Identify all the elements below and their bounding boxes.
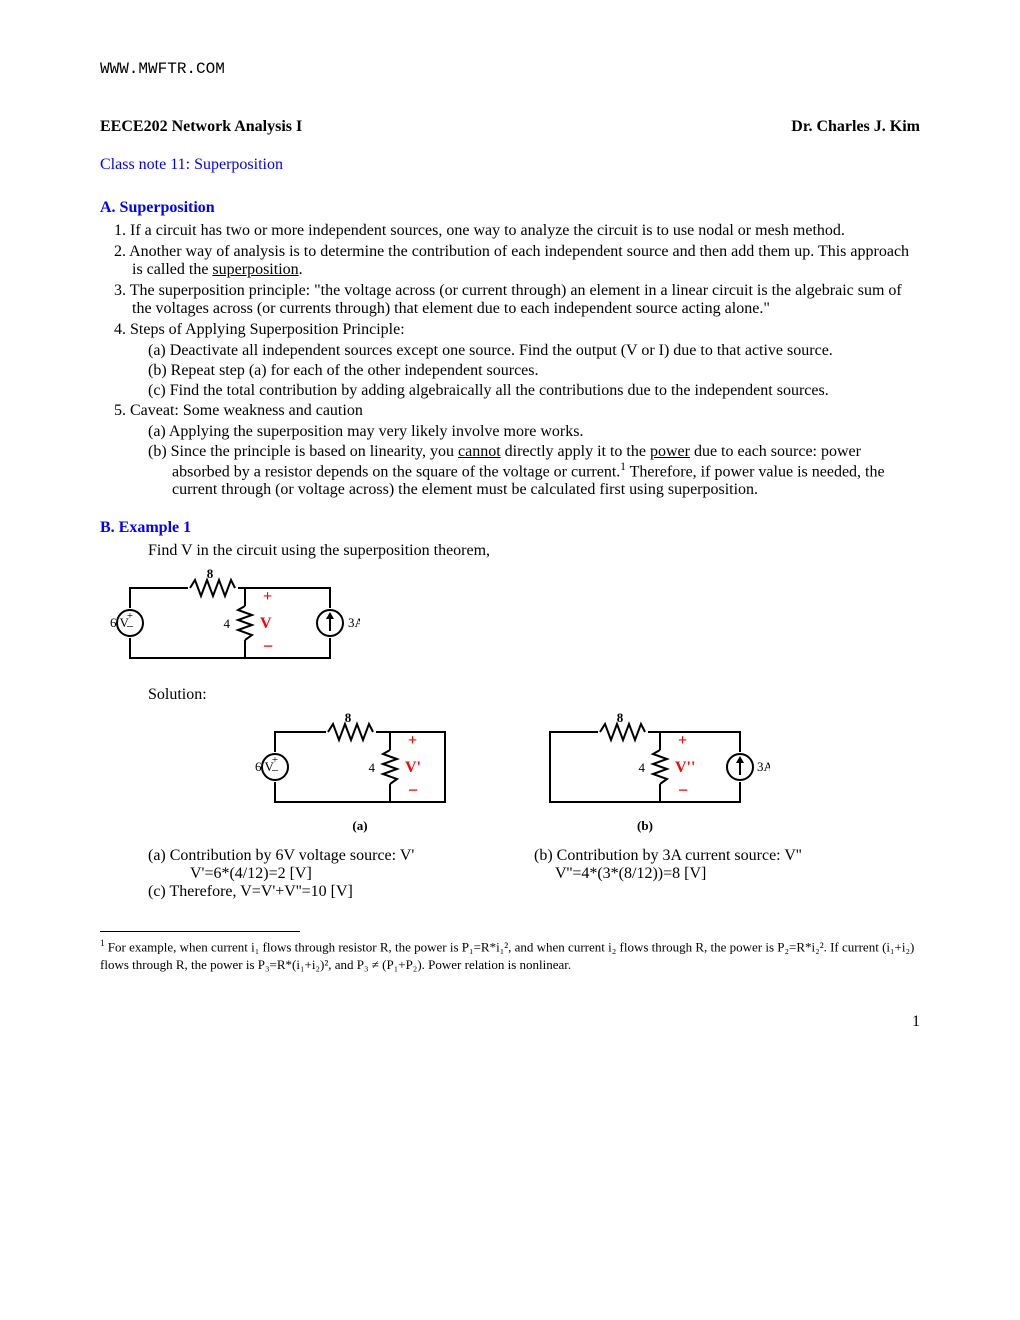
item-5b-1: (b) Since the principle is based on line… bbox=[148, 443, 458, 460]
circuit-a: 8 + − 6 V 4 + V' − (a) bbox=[250, 712, 470, 842]
svg-text:V': V' bbox=[405, 759, 421, 776]
circuit-b: 8 4 + V'' − 3A (b) bbox=[530, 712, 770, 842]
item-5b: (b) Since the principle is based on line… bbox=[148, 443, 920, 499]
svg-text:V'': V'' bbox=[675, 759, 695, 776]
solution-label: Solution: bbox=[148, 686, 920, 704]
svg-text:(b): (b) bbox=[637, 818, 653, 833]
calc-row: V'=6*(4/12)=2 [V] V''=4*(3*(8/12))=8 [V] bbox=[190, 865, 920, 883]
circuit-pair: 8 + − 6 V 4 + V' − (a) 8 4 + V'' − 3A (b… bbox=[100, 712, 920, 842]
svg-text:3A: 3A bbox=[757, 759, 770, 774]
footnote-divider bbox=[100, 931, 300, 932]
svg-text:4: 4 bbox=[224, 616, 231, 631]
svg-text:−: − bbox=[678, 780, 688, 800]
svg-text:(a): (a) bbox=[352, 818, 367, 833]
item-2-part-c: . bbox=[299, 261, 303, 278]
course-title: EECE202 Network Analysis I bbox=[100, 118, 302, 136]
item-4b: (b) Repeat step (a) for each of the othe… bbox=[148, 362, 920, 380]
page-url: WWW.MWFTR.COM bbox=[100, 60, 920, 78]
footnote-text: 1 For example, when current i₁ flows thr… bbox=[100, 938, 920, 973]
item-5b-2: directly apply it to the bbox=[501, 443, 650, 460]
item-5a: (a) Applying the superposition may very … bbox=[148, 423, 920, 441]
calc-b: V''=4*(3*(8/12))=8 [V] bbox=[555, 865, 920, 883]
footnote-body: For example, when current i₁ flows throu… bbox=[100, 940, 914, 972]
svg-text:−: − bbox=[408, 780, 418, 800]
item-2-underline: superposition bbox=[212, 261, 298, 278]
svg-text:−: − bbox=[263, 636, 273, 656]
section-b-heading: B. Example 1 bbox=[100, 519, 920, 537]
contribution-b: (b) Contribution by 3A current source: V… bbox=[534, 847, 920, 865]
find-text: Find V in the circuit using the superpos… bbox=[148, 542, 920, 560]
item-1: 1. If a circuit has two or more independ… bbox=[100, 222, 920, 240]
svg-text:3A: 3A bbox=[348, 615, 360, 630]
svg-text:V: V bbox=[260, 615, 272, 632]
svg-text:4: 4 bbox=[639, 760, 646, 775]
document-header: EECE202 Network Analysis I Dr. Charles J… bbox=[100, 118, 920, 136]
section-a-heading: A. Superposition bbox=[100, 199, 920, 217]
calc-a: V'=6*(4/12)=2 [V] bbox=[190, 865, 555, 883]
instructor-name: Dr. Charles J. Kim bbox=[791, 118, 920, 136]
item-4a: (a) Deactivate all independent sources e… bbox=[148, 342, 920, 360]
therefore: (c) Therefore, V=V'+V''=10 [V] bbox=[148, 883, 920, 901]
svg-text:6 V: 6 V bbox=[110, 615, 130, 630]
item-5: 5. Caveat: Some weakness and caution bbox=[100, 402, 920, 420]
class-note-title: Class note 11: Superposition bbox=[100, 156, 920, 174]
svg-text:8: 8 bbox=[345, 712, 352, 725]
contribution-a: (a) Contribution by 6V voltage source: V… bbox=[148, 847, 534, 865]
item-3: 3. The superposition principle: "the vol… bbox=[100, 282, 920, 318]
svg-text:+: + bbox=[408, 732, 417, 749]
page-number: 1 bbox=[100, 1013, 920, 1031]
item-5b-cannot: cannot bbox=[458, 443, 501, 460]
svg-text:4: 4 bbox=[369, 760, 376, 775]
circuit-main: 8 + − 6 V 4 + V − 3A bbox=[100, 568, 920, 678]
contribution-row: (a) Contribution by 6V voltage source: V… bbox=[148, 847, 920, 865]
svg-text:6 V: 6 V bbox=[255, 759, 275, 774]
svg-text:8: 8 bbox=[207, 568, 214, 581]
svg-text:+: + bbox=[678, 732, 687, 749]
item-4c: (c) Find the total contribution by addin… bbox=[148, 382, 920, 400]
svg-text:8: 8 bbox=[617, 712, 624, 725]
item-5b-power: power bbox=[650, 443, 690, 460]
item-4: 4. Steps of Applying Superposition Princ… bbox=[100, 321, 920, 339]
item-2: 2. Another way of analysis is to determi… bbox=[100, 243, 920, 279]
svg-text:+: + bbox=[263, 588, 272, 605]
